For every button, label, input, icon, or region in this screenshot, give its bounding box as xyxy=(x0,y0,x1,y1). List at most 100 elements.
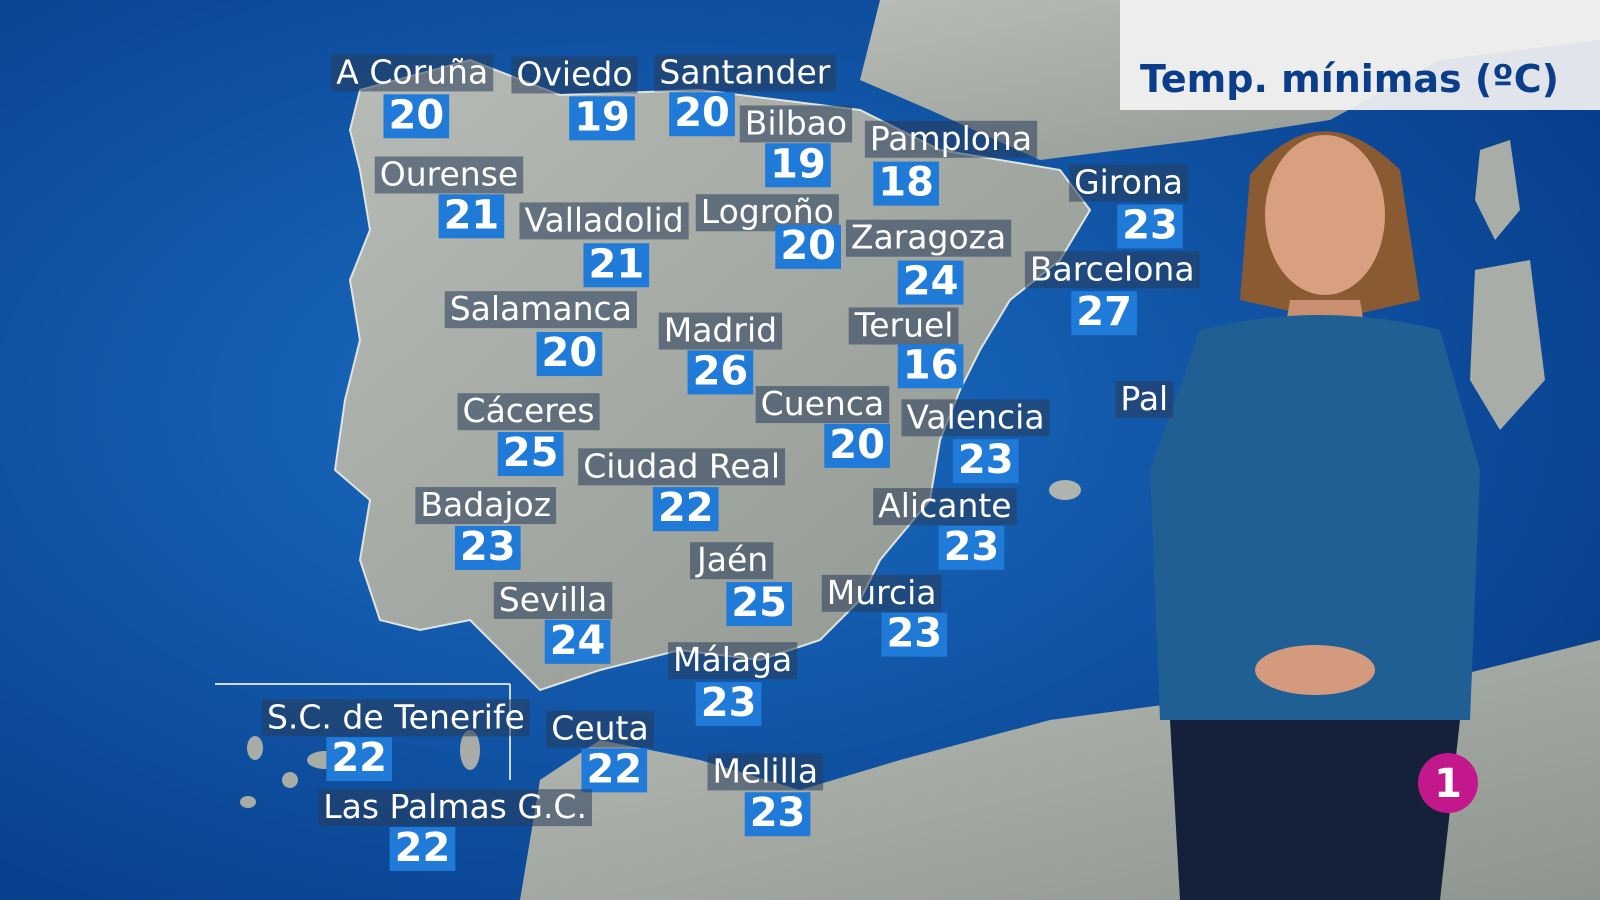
city-temp-bg xyxy=(581,748,648,793)
city-temp-bg xyxy=(1117,204,1183,249)
city-name-bg xyxy=(444,291,637,329)
city-temp: 24 xyxy=(550,618,606,664)
city-name-bg xyxy=(845,219,1012,257)
city-temp-bg xyxy=(383,94,450,139)
city-name: Ourense xyxy=(380,154,518,193)
title: Temp. mínimas (ºC) xyxy=(1140,57,1559,101)
city-name-bg xyxy=(821,574,942,612)
city-temp-bg xyxy=(897,344,964,389)
city-temp: 23 xyxy=(1122,202,1178,248)
city-name: A Coruña xyxy=(336,52,488,91)
city-temp: 25 xyxy=(503,430,559,476)
city-name: Jaén xyxy=(695,540,768,579)
city-name: Teruel xyxy=(854,305,954,344)
presenter xyxy=(1150,131,1480,900)
city-temp-bg xyxy=(438,194,505,239)
city-name-bg xyxy=(873,488,1017,526)
city-temp-bg xyxy=(652,487,719,532)
city-name: Zaragoza xyxy=(851,218,1006,257)
city-temp: 23 xyxy=(944,524,1000,570)
city-temp: 16 xyxy=(903,342,959,388)
city-name: Badajoz xyxy=(420,485,551,524)
city-name-bg xyxy=(374,156,524,194)
city-name-bg xyxy=(864,120,1038,158)
city-name-bg xyxy=(1024,251,1200,289)
city-name-bg xyxy=(493,581,613,619)
city-temp-bg xyxy=(687,350,754,395)
city-temp-bg xyxy=(897,260,964,305)
city-temp: 20 xyxy=(674,90,730,136)
city-temp-bg xyxy=(583,243,650,288)
city-name: Santander xyxy=(659,52,830,91)
city-temp: 20 xyxy=(542,330,598,376)
city-name-bg xyxy=(546,710,654,748)
city-name-bg xyxy=(690,542,774,580)
city-temp: 20 xyxy=(780,223,836,269)
city-temp-bg xyxy=(775,224,841,269)
island-sardinia xyxy=(1470,260,1545,430)
city-name-bg xyxy=(519,202,689,240)
city-temp-bg xyxy=(881,612,948,657)
city-temp-bg xyxy=(726,582,793,627)
city-temp-bg xyxy=(669,92,735,137)
city-temp-bg xyxy=(938,525,1005,570)
city-name: Cuenca xyxy=(761,384,885,423)
partial-city-name: Pal xyxy=(1120,379,1168,418)
city-temp-bg xyxy=(952,439,1019,484)
city-temp: 24 xyxy=(903,259,959,305)
city-temp-bg xyxy=(569,96,635,141)
city-name: Valencia xyxy=(906,397,1044,436)
city-name-bg xyxy=(901,399,1050,437)
city-temp: 23 xyxy=(701,680,757,726)
city-temp: 20 xyxy=(388,92,444,138)
city-name: Ceuta xyxy=(551,709,648,748)
title-box xyxy=(1120,0,1600,110)
city-name: Alicante xyxy=(878,486,1011,525)
channel-logo-bg xyxy=(1418,753,1478,813)
city-temp-bg xyxy=(544,619,611,664)
city-temp: 22 xyxy=(331,735,387,781)
city-temp-bg xyxy=(536,332,603,377)
city-name-bg xyxy=(848,307,959,345)
city-name: Las Palmas G.C. xyxy=(323,787,587,826)
city-name-bg xyxy=(658,312,783,350)
city-name-bg xyxy=(1069,164,1189,202)
city-name: Málaga xyxy=(673,640,792,679)
city-name-bg xyxy=(1115,381,1174,418)
city-temp-bg xyxy=(497,432,564,477)
city-name-bg xyxy=(654,54,836,92)
city-temp-bg xyxy=(1071,291,1137,336)
city-temp: 19 xyxy=(770,141,826,187)
city-name: S.C. de Tenerife xyxy=(267,697,525,736)
city-name-bg xyxy=(415,487,557,525)
city-name: Murcia xyxy=(827,573,937,612)
city-temp: 23 xyxy=(460,524,516,570)
city-name: Salamanca xyxy=(450,289,632,328)
island-corsica xyxy=(1475,140,1520,240)
city-temp-bg xyxy=(744,792,811,837)
city-name: Ciudad Real xyxy=(583,446,780,485)
city-temp: 25 xyxy=(731,580,787,626)
city-name-bg xyxy=(668,642,798,680)
city-temp-bg xyxy=(326,737,393,782)
city-name-bg xyxy=(457,393,600,431)
city-temp: 22 xyxy=(395,825,451,871)
city-name-bg xyxy=(578,448,786,486)
city-temp: 21 xyxy=(444,192,500,238)
city-name-bg xyxy=(261,699,530,737)
city-name-bg xyxy=(739,105,853,143)
city-temp: 22 xyxy=(658,485,714,531)
city-temp-bg xyxy=(389,826,456,871)
city-name-bg xyxy=(707,753,824,791)
city-temp-bg xyxy=(873,161,939,206)
city-name-bg xyxy=(511,56,638,94)
city-name: Valladolid xyxy=(524,200,683,239)
city-temp: 18 xyxy=(878,160,934,206)
city-temp: 19 xyxy=(574,94,630,140)
city-temp: 23 xyxy=(958,437,1014,483)
city-name: Bilbao xyxy=(745,103,847,142)
city-temp: 22 xyxy=(586,746,642,792)
city-name-bg xyxy=(755,386,890,424)
city-temp-bg xyxy=(765,143,831,188)
